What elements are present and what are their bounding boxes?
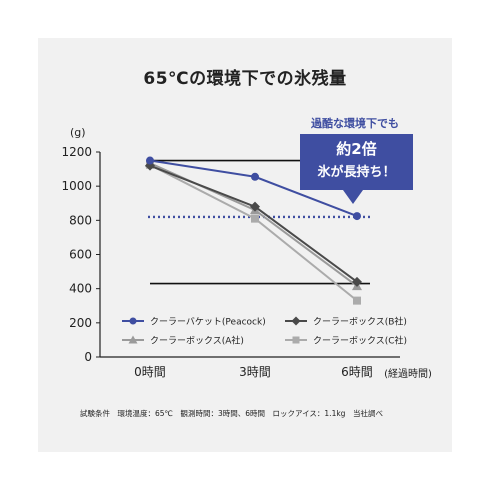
data-point [353, 212, 361, 221]
data-point [128, 335, 138, 344]
x-tick-label: 0時間 [134, 365, 166, 379]
y-tick-label: 1000 [61, 179, 92, 193]
chart-panel [38, 38, 452, 452]
data-point [352, 276, 362, 287]
legend-label: クーラーボックス(B社) [313, 316, 407, 328]
data-point [291, 316, 301, 326]
x-tick-label: 3時間 [239, 365, 271, 379]
legend-label: クーラーボックス(C社) [313, 335, 407, 347]
y-tick-label: 600 [69, 248, 92, 262]
y-tick-label: 1200 [61, 145, 92, 159]
x-tick-label: 6時間 [341, 365, 373, 379]
chart-title: 65℃の環境下での氷残量 [143, 69, 347, 89]
y-tick-label: 0 [84, 350, 92, 364]
y-tick-label: 200 [69, 316, 92, 330]
legend-label: クーラーバケット(Peacock) [150, 317, 266, 328]
callout-line-2: 氷が長持ち！ [317, 165, 396, 180]
legend-label: クーラーボックス(A社) [150, 335, 244, 347]
callout-arrow [343, 190, 363, 204]
data-point [353, 296, 361, 305]
test-conditions-note: 試験条件 環境温度：65℃ 観測時間：3時間、6時間 ロックアイス：1.1kg … [80, 409, 383, 418]
y-tick-label: 400 [69, 282, 92, 296]
y-tick-label: 800 [69, 213, 92, 227]
data-point [292, 336, 300, 344]
callout-box: 約2倍 氷が長持ち！ [300, 134, 413, 190]
data-point [251, 172, 259, 181]
callout-heading: 過酷な環境下でも [311, 117, 399, 130]
x-axis-label: (経過時間) [384, 367, 432, 380]
data-point [250, 201, 260, 212]
callout-line-1: 約2倍 [336, 140, 377, 158]
y-axis-unit: (g) [70, 126, 86, 139]
data-point [146, 156, 154, 165]
data-point [129, 317, 137, 325]
data-point [251, 214, 259, 223]
